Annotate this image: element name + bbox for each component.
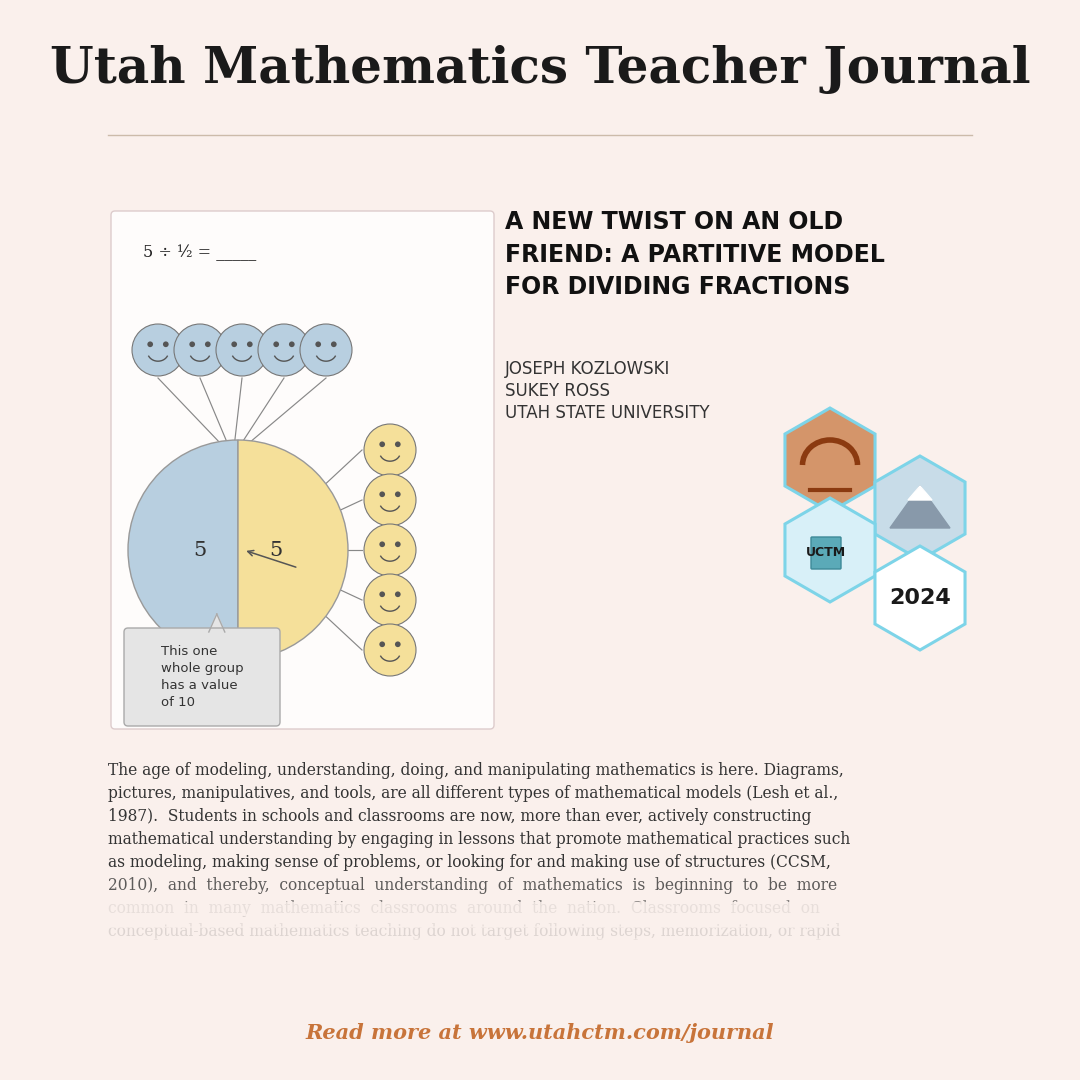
- Circle shape: [395, 592, 401, 597]
- Circle shape: [205, 341, 211, 347]
- Text: UTAH STATE UNIVERSITY: UTAH STATE UNIVERSITY: [505, 404, 710, 422]
- Circle shape: [147, 341, 153, 347]
- Text: 2010),  and  thereby,  conceptual  understanding  of  mathematics  is  beginning: 2010), and thereby, conceptual understan…: [108, 877, 837, 894]
- Polygon shape: [785, 408, 875, 512]
- Circle shape: [258, 324, 310, 376]
- Circle shape: [330, 341, 337, 347]
- Circle shape: [364, 573, 416, 626]
- Circle shape: [395, 541, 401, 548]
- Circle shape: [395, 442, 401, 447]
- Circle shape: [379, 642, 386, 647]
- Polygon shape: [875, 456, 966, 561]
- Bar: [108, 962, 972, 976]
- Circle shape: [364, 424, 416, 476]
- Bar: [108, 939, 972, 951]
- Text: This one
whole group
has a value
of 10: This one whole group has a value of 10: [161, 645, 243, 708]
- Circle shape: [289, 341, 295, 347]
- Circle shape: [379, 592, 386, 597]
- Text: SUKEY ROSS: SUKEY ROSS: [505, 382, 610, 400]
- Circle shape: [379, 541, 386, 548]
- Text: mathematical understanding by engaging in lessons that promote mathematical prac: mathematical understanding by engaging i…: [108, 831, 850, 848]
- Circle shape: [379, 491, 386, 497]
- Circle shape: [247, 341, 253, 347]
- Text: A NEW TWIST ON AN OLD
FRIEND: A PARTITIVE MODEL
FOR DIVIDING FRACTIONS: A NEW TWIST ON AN OLD FRIEND: A PARTITIV…: [505, 210, 885, 299]
- Circle shape: [364, 524, 416, 576]
- Circle shape: [231, 341, 238, 347]
- Circle shape: [379, 442, 386, 447]
- Bar: [108, 926, 972, 940]
- Wedge shape: [129, 440, 238, 660]
- Text: 2024: 2024: [889, 588, 950, 608]
- Wedge shape: [238, 440, 348, 660]
- Circle shape: [174, 324, 226, 376]
- Bar: [108, 950, 972, 964]
- Circle shape: [273, 341, 279, 347]
- Bar: [108, 986, 972, 1000]
- FancyBboxPatch shape: [124, 627, 280, 726]
- Circle shape: [395, 491, 401, 497]
- Polygon shape: [890, 486, 950, 528]
- Polygon shape: [908, 486, 932, 500]
- Bar: [108, 902, 972, 916]
- Polygon shape: [785, 498, 875, 602]
- Bar: [108, 914, 972, 928]
- Polygon shape: [208, 615, 225, 632]
- Text: 1987).  Students in schools and classrooms are now, more than ever, actively con: 1987). Students in schools and classroom…: [108, 808, 811, 825]
- Text: JOSEPH KOZLOWSKI: JOSEPH KOZLOWSKI: [505, 360, 671, 378]
- Circle shape: [132, 324, 184, 376]
- Circle shape: [216, 324, 268, 376]
- Polygon shape: [875, 546, 966, 650]
- Circle shape: [163, 341, 168, 347]
- Circle shape: [395, 642, 401, 647]
- FancyBboxPatch shape: [811, 537, 841, 569]
- Text: The age of modeling, understanding, doing, and manipulating mathematics is here.: The age of modeling, understanding, doin…: [108, 762, 843, 779]
- Circle shape: [189, 341, 195, 347]
- Text: Read more at www.utahctm.com/journal: Read more at www.utahctm.com/journal: [306, 1023, 774, 1043]
- Text: 5: 5: [269, 540, 283, 559]
- FancyBboxPatch shape: [111, 211, 494, 729]
- Text: pictures, manipulatives, and tools, are all different types of mathematical mode: pictures, manipulatives, and tools, are …: [108, 785, 838, 802]
- Bar: [108, 974, 972, 988]
- Text: 5: 5: [193, 540, 206, 559]
- Text: common  in  many  mathematics  classrooms  around  the  nation.  Classrooms  foc: common in many mathematics classrooms ar…: [108, 900, 820, 917]
- Circle shape: [364, 624, 416, 676]
- Text: conceptual-based mathematics teaching do not target following steps, memorizatio: conceptual-based mathematics teaching do…: [108, 923, 840, 940]
- Text: Utah Mathematics Teacher Journal: Utah Mathematics Teacher Journal: [50, 45, 1030, 94]
- Text: UCTM: UCTM: [806, 546, 846, 559]
- Circle shape: [315, 341, 321, 347]
- Text: as modeling, making sense of problems, or looking for and making use of structur: as modeling, making sense of problems, o…: [108, 854, 831, 870]
- Text: 5 ÷ ½ = _____: 5 ÷ ½ = _____: [143, 244, 256, 261]
- Circle shape: [300, 324, 352, 376]
- Circle shape: [364, 474, 416, 526]
